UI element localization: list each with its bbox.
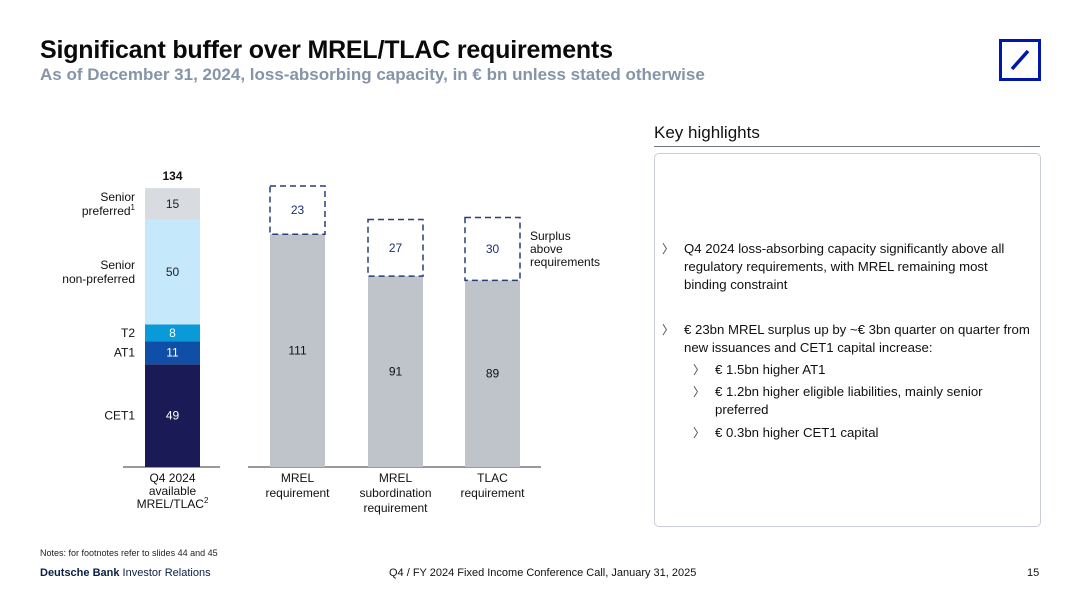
stacked-bar-segment-label: Senior — [100, 258, 135, 272]
highlight-sub-text: € 1.5bn higher AT1 — [715, 362, 826, 377]
surplus-legend-label: Surplus — [530, 229, 571, 243]
loss-absorbing-capacity-chart: 49CET111AT18T250Seniornon-preferred15Sen… — [62, 169, 600, 515]
bullet-chevron-icon: 〉 — [693, 363, 706, 377]
stacked-bar-segment-label: T2 — [121, 326, 135, 340]
x-category-label: MREL/TLAC2 — [137, 496, 209, 511]
footer-brand-bold: Deutsche Bank — [40, 567, 120, 579]
bullet-chevron-icon: 〉 — [693, 385, 706, 399]
highlight-sub-text: € 0.3bn higher CET1 capital — [715, 425, 879, 440]
requirement-bar-value-label: 111 — [288, 344, 307, 358]
surplus-legend-label: above — [530, 242, 563, 256]
stacked-bar-segment — [145, 219, 200, 325]
x-category-label: TLAC — [477, 471, 508, 485]
requirement-bar — [368, 276, 423, 467]
footer-brand-rest: Investor Relations — [119, 567, 211, 579]
stacked-bar-segment-label: preferred1 — [82, 203, 136, 218]
surplus-value-label: 23 — [291, 203, 305, 217]
page-subtitle: As of December 31, 2024, loss-absorbing … — [40, 65, 705, 84]
key-highlights-underline — [654, 146, 1040, 147]
stacked-bar-total-label: 134 — [162, 169, 182, 183]
logo-slash-icon — [1010, 49, 1030, 71]
requirement-bar-value-label: 91 — [389, 365, 403, 379]
highlight-bullet: 〉 € 23bn MREL surplus up by ~€ 3bn quart… — [662, 321, 1032, 357]
stacked-bar-segment — [145, 364, 200, 467]
surplus-dashed-box — [269, 185, 326, 235]
bullet-chevron-icon: 〉 — [662, 242, 675, 256]
requirement-bar — [270, 234, 325, 467]
highlight-text: Q4 2024 loss-absorbing capacity signific… — [684, 241, 1005, 292]
stacked-bar-value-label: 50 — [166, 265, 180, 279]
x-category-label: available — [149, 484, 197, 498]
stacked-bar-value-label: 11 — [166, 346, 179, 360]
surplus-dashed-box — [367, 218, 424, 277]
requirement-bar — [465, 280, 520, 467]
highlight-sub-bullet: 〉 € 0.3bn higher CET1 capital — [693, 424, 1013, 442]
stacked-bar-value-label: 15 — [166, 197, 180, 211]
highlight-sub-text: € 1.2bn higher eligible liabilities, mai… — [715, 384, 983, 417]
highlight-text: € 23bn MREL surplus up by ~€ 3bn quarter… — [684, 322, 1030, 355]
stacked-bar-value-label: 8 — [169, 326, 176, 340]
x-category-label: requirement — [363, 501, 428, 515]
requirement-bar-value-label: 89 — [486, 367, 500, 381]
key-highlights-box — [654, 153, 1041, 527]
surplus-legend-label: requirements — [530, 255, 600, 269]
bullet-chevron-icon: 〉 — [662, 323, 675, 337]
highlight-bullet: 〉 Q4 2024 loss-absorbing capacity signif… — [662, 240, 1032, 294]
stacked-bar-segment — [145, 188, 200, 220]
x-category-label: requirement — [460, 486, 525, 500]
stacked-bar-segment-label: CET1 — [104, 409, 135, 423]
x-category-label: requirement — [265, 486, 330, 500]
stacked-bar-segment-label: AT1 — [114, 346, 135, 360]
page-number: 15 — [1027, 567, 1040, 579]
bullet-chevron-icon: 〉 — [693, 426, 706, 440]
x-category-label: MREL — [281, 471, 315, 485]
x-category-label: Q4 2024 — [149, 471, 195, 485]
deutsche-bank-logo — [999, 39, 1041, 81]
stacked-bar-segment — [145, 341, 200, 365]
footer-event: Q4 / FY 2024 Fixed Income Conference Cal… — [389, 567, 697, 579]
x-category-label: subordination — [359, 486, 431, 500]
page-title: Significant buffer over MREL/TLAC requir… — [40, 36, 613, 64]
stacked-bar-segment-label: non-preferred — [62, 272, 135, 286]
highlight-sub-bullet: 〉 € 1.5bn higher AT1 — [693, 361, 1013, 379]
surplus-value-label: 30 — [486, 242, 500, 256]
x-category-label: MREL — [379, 471, 413, 485]
footnotes: Notes: for footnotes refer to slides 44 … — [40, 548, 218, 558]
key-highlights-title: Key highlights — [654, 123, 760, 142]
highlight-sub-bullet: 〉 € 1.2bn higher eligible liabilities, m… — [693, 383, 1013, 419]
footer-brand: Deutsche Bank Investor Relations — [40, 567, 211, 579]
stacked-bar-segment — [145, 324, 200, 342]
stacked-bar-segment-label: Senior — [100, 190, 135, 204]
surplus-dashed-box — [464, 216, 521, 282]
surplus-value-label: 27 — [389, 241, 403, 255]
stacked-bar-value-label: 49 — [166, 409, 180, 423]
